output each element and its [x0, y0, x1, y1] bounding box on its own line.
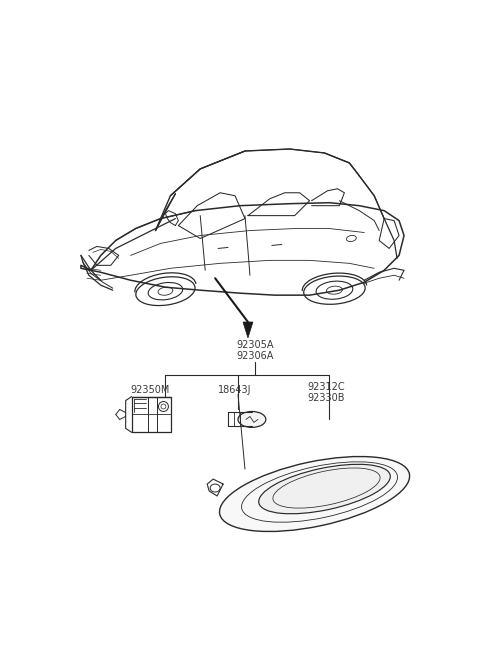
Ellipse shape: [259, 464, 390, 514]
Text: 92306A: 92306A: [236, 351, 274, 361]
Polygon shape: [243, 322, 253, 338]
Text: 18643J: 18643J: [218, 384, 252, 395]
Text: 92305A: 92305A: [236, 340, 274, 350]
Ellipse shape: [219, 457, 409, 531]
Text: 92350M: 92350M: [131, 384, 170, 395]
Text: 92330B: 92330B: [308, 393, 345, 402]
Ellipse shape: [238, 412, 266, 428]
Text: 92312C: 92312C: [308, 382, 345, 392]
